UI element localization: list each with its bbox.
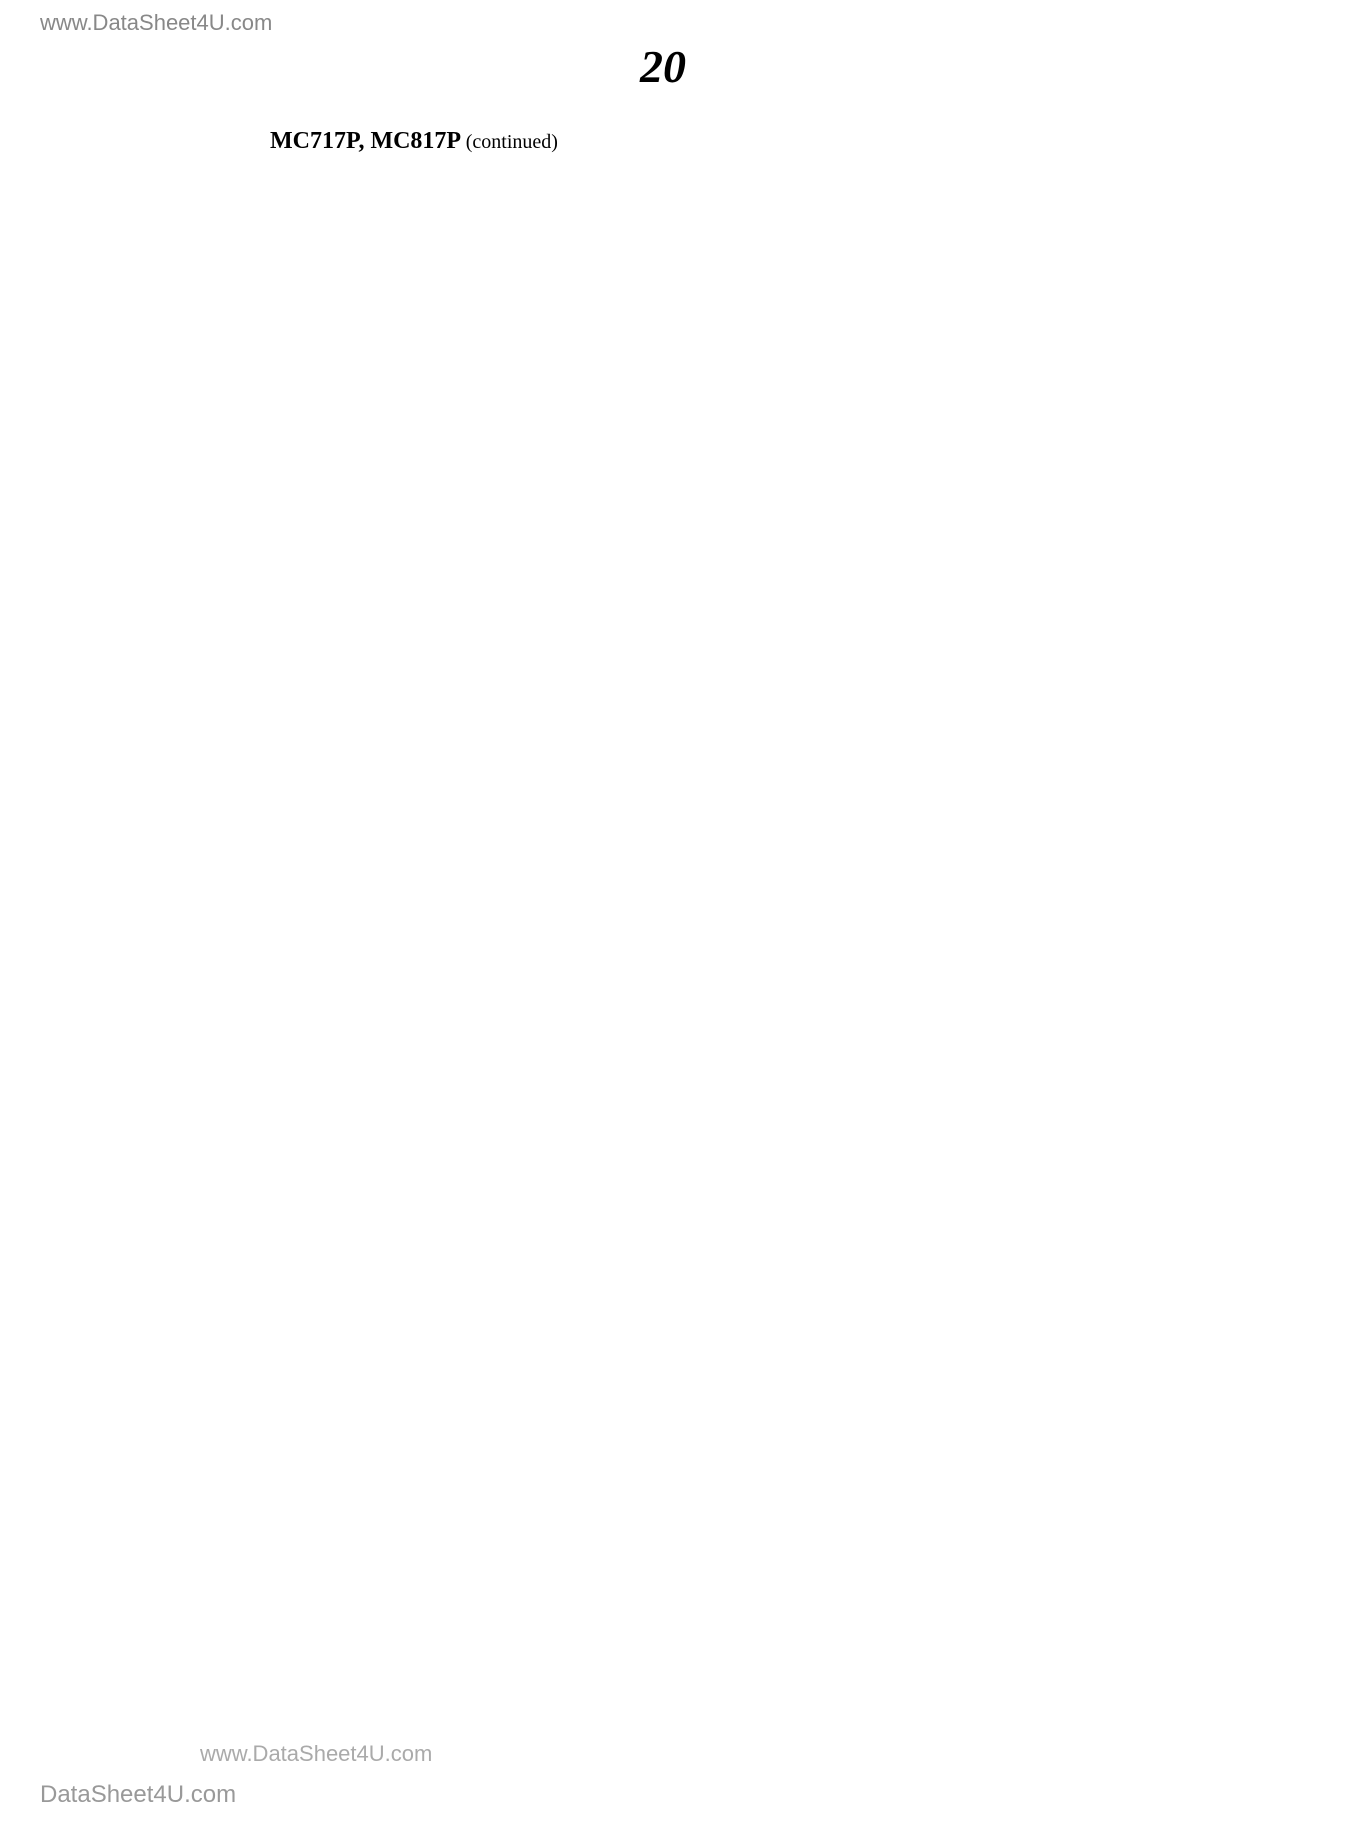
header-parts: MC717P, MC817P <box>270 128 460 154</box>
watermark-bottom-left: DataSheet4U.com <box>40 1781 236 1809</box>
page-header: MC717P, MC817P (continued) <box>270 128 558 155</box>
page-number: 20 <box>640 40 686 93</box>
watermark-top: www.DataSheet4U.com <box>40 10 272 36</box>
watermark-side: www.DataSheet4U.com <box>200 1741 432 1767</box>
header-continued: (continued) <box>466 131 558 153</box>
